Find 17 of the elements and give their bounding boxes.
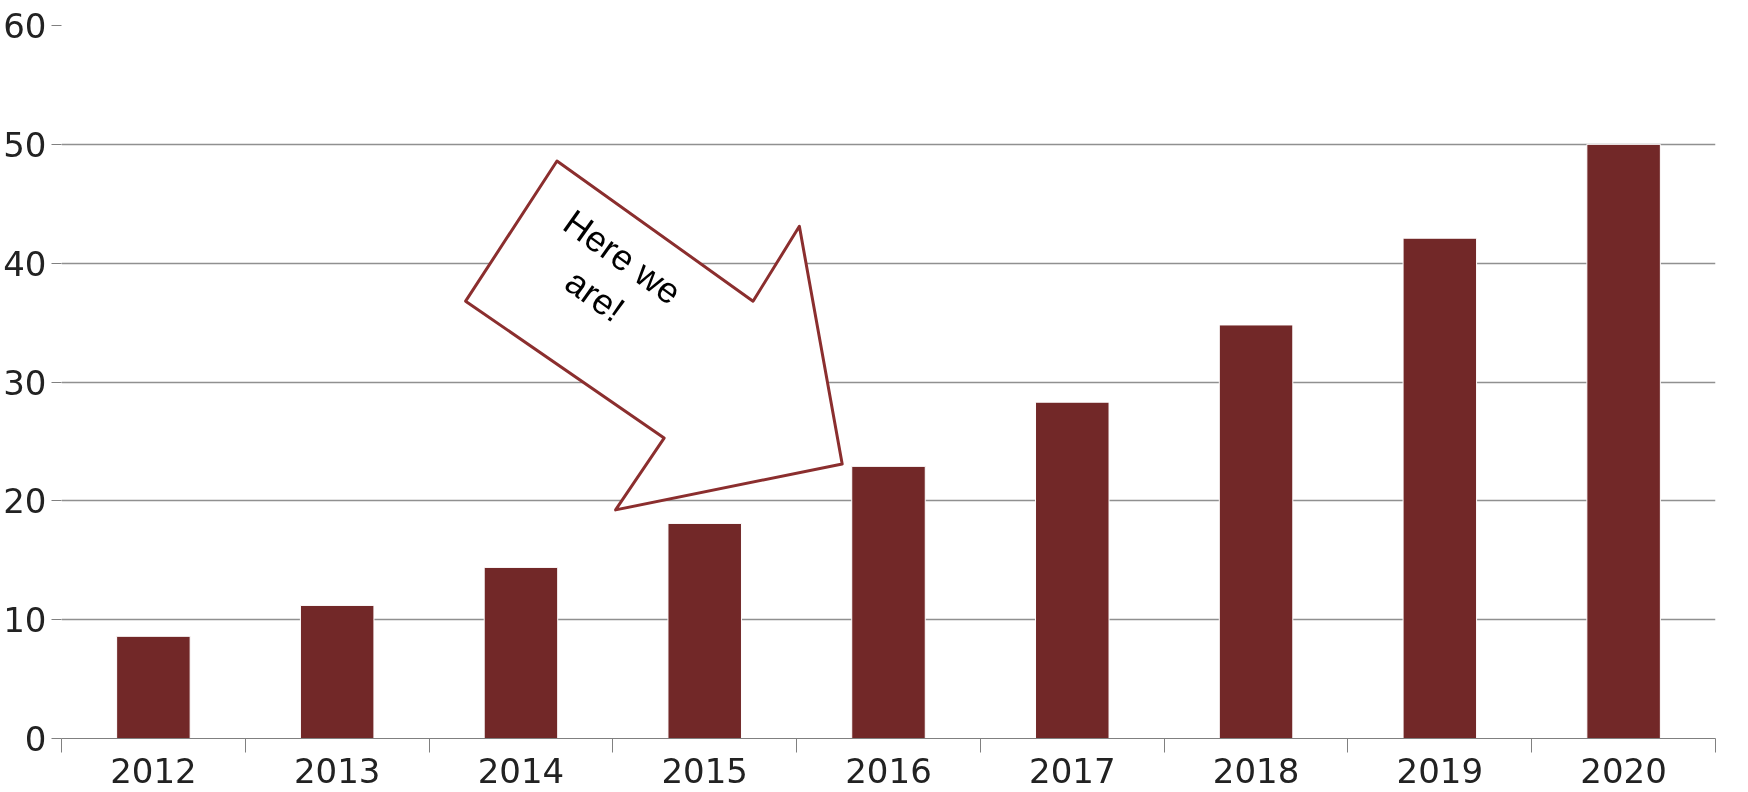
y-tick-label: 60 — [3, 6, 47, 46]
x-tick-label: 2019 — [1396, 750, 1484, 791]
x-tick-label: 2020 — [1580, 750, 1667, 791]
y-tick-label: 40 — [3, 243, 47, 284]
x-tick-label: 2013 — [293, 750, 381, 791]
y-tick-label: 30 — [3, 362, 47, 403]
y-tick-label: 20 — [3, 481, 47, 522]
x-tick-label: 2018 — [1212, 750, 1300, 791]
x-tick-label: 2012 — [110, 750, 197, 791]
x-tick-label: 2016 — [845, 750, 932, 791]
annotation: Here we are! — [556, 201, 689, 331]
x-tick-label: 2017 — [1029, 750, 1116, 791]
y-tick-label: 10 — [3, 600, 47, 641]
y-tick-label: 50 — [3, 124, 47, 165]
y-tick-label: 0 — [24, 719, 47, 759]
x-tick-label: 2015 — [661, 750, 748, 791]
x-tick-label: 2014 — [477, 750, 565, 791]
